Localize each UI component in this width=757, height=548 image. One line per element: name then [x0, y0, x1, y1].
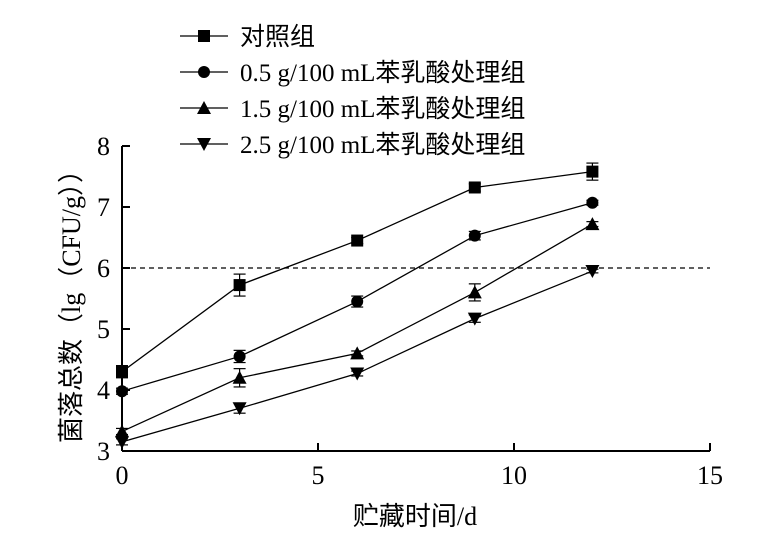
plot-area: [115, 162, 710, 449]
legend-item-3: 1.5 g/100 mL苯乳酸处理组: [180, 95, 525, 123]
data-point: [467, 285, 482, 299]
data-point: [468, 181, 481, 194]
legend-label: 2.5 g/100 mL苯乳酸处理组: [240, 131, 525, 159]
data-point: [586, 165, 599, 178]
y-tick-label: 3: [97, 437, 110, 466]
data-point: [233, 350, 246, 363]
data-point: [198, 66, 210, 78]
y-tick-label: 6: [97, 254, 110, 283]
legend-label: 1.5 g/100 mL苯乳酸处理组: [240, 95, 525, 123]
data-point: [468, 229, 481, 242]
data-point: [198, 30, 210, 42]
series-1: [116, 162, 599, 379]
data-point: [467, 312, 482, 326]
x-tick-label: 10: [501, 461, 527, 490]
data-point: [585, 217, 600, 231]
y-tick-label: 5: [97, 315, 110, 344]
data-point: [351, 234, 364, 247]
legend-item-2: 0.5 g/100 mL苯乳酸处理组: [180, 59, 525, 87]
legend-item-4: 2.5 g/100 mL苯乳酸处理组: [180, 131, 525, 159]
x-tick-label: 5: [312, 461, 325, 490]
legend-label: 0.5 g/100 mL苯乳酸处理组: [240, 59, 525, 87]
x-tick-label: 15: [697, 461, 723, 490]
series-3: [115, 217, 600, 438]
y-tick-label: 8: [97, 132, 110, 161]
legend-item-1: 对照组: [180, 23, 315, 51]
x-axis-label: 贮藏时间/d: [353, 502, 477, 531]
y-tick-label: 7: [97, 193, 110, 222]
legend-label: 对照组: [240, 23, 315, 51]
data-point: [350, 346, 365, 360]
data-point: [586, 196, 599, 209]
x-tick-label: 0: [116, 461, 129, 490]
series-line: [121, 170, 593, 373]
data-point: [585, 265, 600, 279]
legend: 对照组 0.5 g/100 mL苯乳酸处理组 1.5 g/100 mL苯乳酸处理组 2…: [180, 23, 525, 159]
y-axis-label: 菌落总数（lg（CFU/g））: [57, 157, 86, 443]
data-point: [350, 367, 365, 381]
series-line: [121, 223, 593, 433]
data-point: [197, 101, 211, 114]
data-point: [351, 295, 364, 308]
series-4: [115, 265, 600, 449]
data-point: [232, 402, 247, 416]
axes: 3 4 5 6 7 8 0 5 10 15: [97, 132, 723, 490]
data-point: [197, 138, 211, 151]
data-point: [233, 279, 246, 292]
y-tick-label: 4: [97, 376, 110, 405]
series-2: [116, 196, 599, 398]
data-point: [232, 370, 247, 384]
